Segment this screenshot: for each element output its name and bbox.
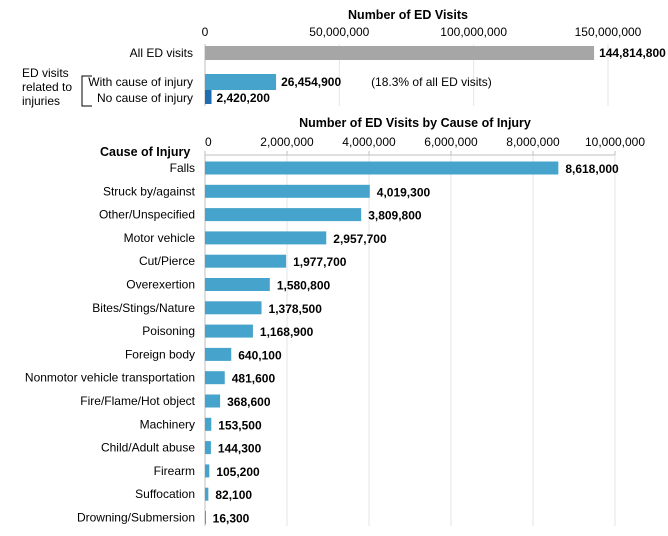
data-label: 2,420,200 [217, 91, 271, 105]
data-label: 1,580,800 [277, 279, 331, 293]
bar-machinery [205, 417, 212, 431]
x-tick-label: 100,000,000 [440, 25, 507, 39]
bar-other-unspecified [205, 208, 362, 222]
data-label: 1,168,900 [260, 325, 314, 339]
x-tick-label: 0 [202, 25, 209, 39]
category-label: Firearm [154, 464, 195, 478]
x-tick-label: 10,000,000 [585, 135, 645, 149]
y-axis-title: Cause of Injury [100, 145, 190, 159]
category-label: Child/Adult abuse [101, 441, 195, 455]
category-label: With cause of injury [88, 75, 193, 89]
bar-foreign-body [205, 347, 232, 361]
data-label: 2,957,700 [333, 232, 387, 246]
bar-bites-stings-nature [205, 301, 262, 315]
x-tick-label: 6,000,000 [424, 135, 478, 149]
data-label: 4,019,300 [377, 185, 431, 199]
bar-falls [205, 161, 559, 175]
x-tick-label: 2,000,000 [260, 135, 314, 149]
bar-all-ed-visits [205, 46, 595, 60]
data-label: 82,100 [215, 488, 252, 502]
bar-firearm [205, 464, 210, 478]
data-label: 1,977,700 [293, 255, 347, 269]
data-label: 3,809,800 [368, 209, 422, 223]
category-label: Motor vehicle [124, 231, 196, 245]
x-tick-label: 150,000,000 [575, 25, 642, 39]
bar-child-adult-abuse [205, 441, 211, 455]
category-label: Other/Unspecified [99, 208, 195, 222]
data-label: 16,300 [213, 512, 250, 526]
bar-motor-vehicle [205, 231, 327, 245]
group-label: related to [22, 80, 72, 94]
category-label: Drowning/Submersion [77, 511, 195, 525]
bar-cut-pierce [205, 254, 287, 268]
category-label: Fire/Flame/Hot object [80, 394, 195, 408]
category-label: No cause of injury [97, 91, 193, 105]
bar-suffocation [205, 487, 209, 501]
bar-fire-flame-hot-object [205, 394, 221, 408]
x-tick-label: 4,000,000 [342, 135, 396, 149]
data-label: 105,200 [216, 465, 260, 479]
data-label: 144,814,800 [599, 46, 666, 60]
category-label: Poisoning [142, 324, 195, 338]
category-label: Cut/Pierce [139, 254, 195, 268]
data-label: 368,600 [227, 395, 271, 409]
x-tick-label: 8,000,000 [506, 135, 560, 149]
bar-drowning-submersion [205, 511, 206, 524]
category-label: Bites/Stings/Nature [92, 301, 195, 315]
bar-overexertion [205, 278, 270, 291]
group-bracket [81, 75, 92, 107]
category-label: Struck by/against [103, 184, 196, 198]
category-label: Falls [170, 161, 195, 175]
data-label: 1,378,500 [269, 302, 323, 316]
category-label: Overexertion [126, 278, 195, 292]
annotation: (18.3% of all ED visits) [371, 75, 492, 89]
data-label: 640,100 [238, 348, 282, 362]
bar-no-cause-of-injury [205, 90, 212, 104]
x-tick-label: 50,000,000 [309, 25, 369, 39]
category-label: Foreign body [125, 347, 195, 361]
x-tick-label: 0 [205, 135, 212, 149]
bar-poisoning [205, 324, 253, 338]
chart-title: Number of ED Visits by Cause of Injury [299, 116, 531, 130]
category-label: Suffocation [135, 487, 195, 501]
category-label: Nonmotor vehicle transportation [25, 371, 195, 385]
bar-nonmotor-vehicle-transportation [205, 371, 225, 385]
bar-with-cause-of-injury [205, 74, 277, 90]
chart-title: Number of ED Visits [348, 8, 468, 22]
group-label: ED visits [22, 66, 69, 80]
data-label: 144,300 [218, 442, 262, 456]
data-label: 8,618,000 [565, 162, 619, 176]
category-label: All ED visits [130, 46, 193, 60]
data-label: 153,500 [218, 418, 262, 432]
group-label: injuries [22, 94, 60, 108]
data-label: 481,600 [232, 372, 276, 386]
bar-struck-by-against [205, 184, 370, 198]
data-label: 26,454,900 [281, 75, 341, 89]
category-label: Machinery [140, 417, 195, 431]
